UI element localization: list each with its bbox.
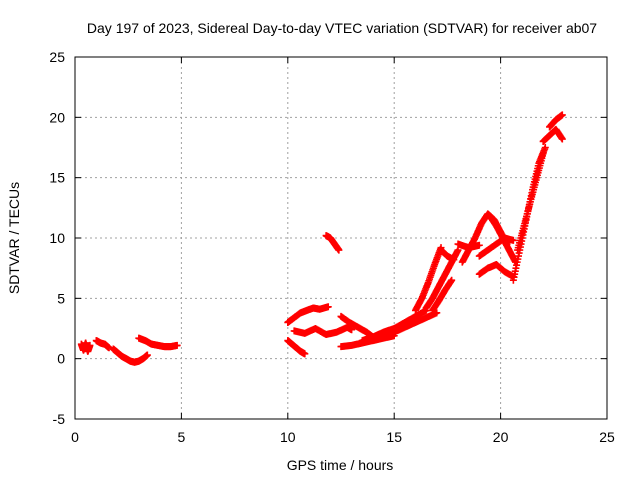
data-point <box>335 246 343 254</box>
data-point <box>448 276 456 284</box>
data-point <box>558 111 566 119</box>
data-point <box>105 344 113 352</box>
data-point <box>324 303 332 311</box>
data-point <box>558 135 566 143</box>
y-tick-label: 10 <box>49 230 65 246</box>
y-tick-label: 5 <box>57 290 65 306</box>
y-tick-label: 0 <box>57 351 65 367</box>
data-points <box>77 111 566 366</box>
data-point <box>143 351 151 359</box>
y-axis-label: SDTVAR / TECUs <box>6 182 22 294</box>
data-point <box>433 309 441 317</box>
y-tick-label: -5 <box>53 411 66 427</box>
y-tick-label: 25 <box>49 49 65 65</box>
x-tick-label: 15 <box>386 429 402 445</box>
data-point <box>301 350 309 358</box>
data-point <box>509 236 517 244</box>
grid-lines <box>75 57 607 419</box>
x-tick-label: 25 <box>599 429 615 445</box>
x-tick-label: 5 <box>178 429 186 445</box>
data-point <box>541 144 549 151</box>
data-point <box>539 150 547 158</box>
x-tick-label: 0 <box>71 429 79 445</box>
x-axis-label: GPS time / hours <box>287 457 394 473</box>
data-point <box>454 246 462 254</box>
y-tick-label: 20 <box>49 109 65 125</box>
x-tick-label: 20 <box>493 429 509 445</box>
axis-ticks: 0 5 10 15 20 25 -5 0 5 10 15 20 25 <box>49 49 615 445</box>
data-point <box>86 341 94 349</box>
x-tick-label: 10 <box>280 429 296 445</box>
chart-title: Day 197 of 2023, Sidereal Day-to-day VTE… <box>87 20 597 36</box>
data-point <box>450 256 458 264</box>
data-point <box>173 341 181 349</box>
y-tick-label: 15 <box>49 170 65 186</box>
data-point <box>475 241 483 249</box>
